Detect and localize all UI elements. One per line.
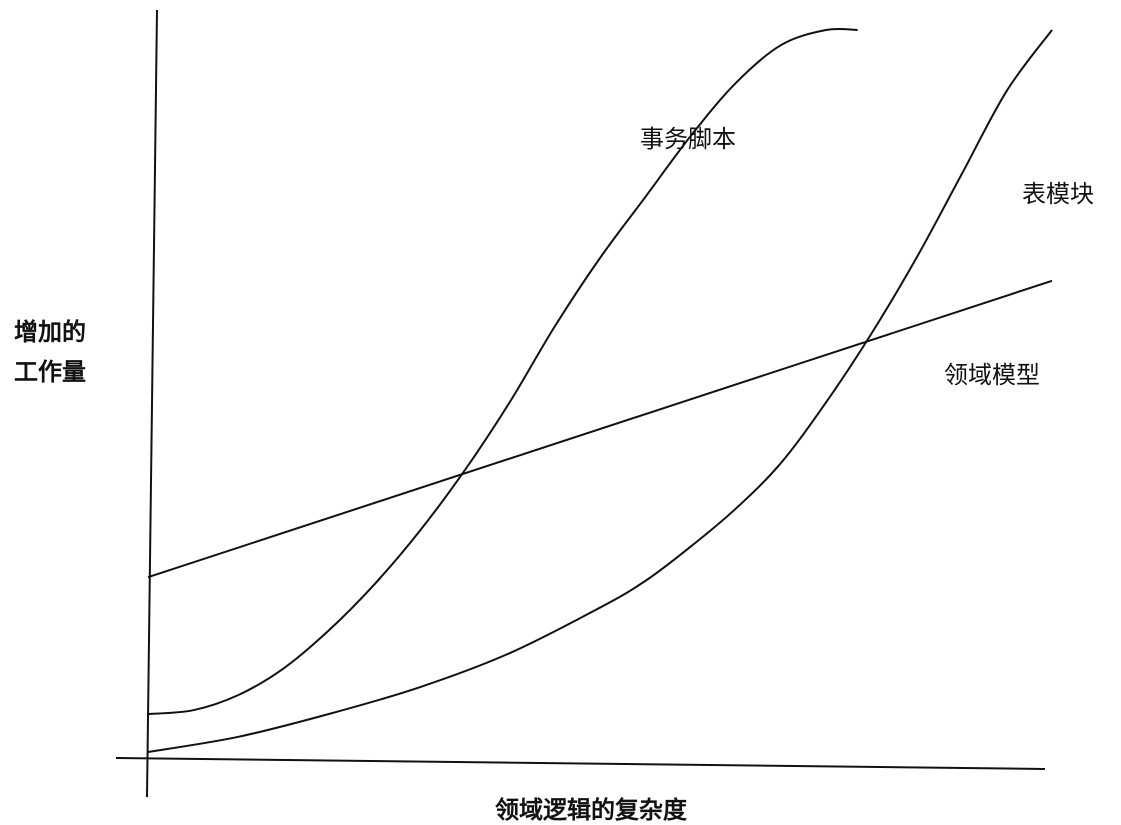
y-axis-label-line-2: 工作量 bbox=[14, 352, 134, 392]
x-axis-label: 领域逻辑的复杂度 bbox=[495, 790, 775, 825]
x-axis bbox=[116, 758, 1045, 769]
series-label-3: 领域模型 bbox=[944, 361, 1040, 389]
series-label-2: 表模块 bbox=[1022, 180, 1094, 208]
y-axis-label-line-1: 增加的 bbox=[14, 312, 134, 352]
y-axis bbox=[147, 10, 157, 797]
series-layer bbox=[148, 29, 1052, 752]
series-label-1: 事务脚本 bbox=[640, 125, 736, 153]
series-line-2 bbox=[148, 30, 1052, 752]
series-line-3 bbox=[148, 281, 1052, 577]
y-axis-label: 增加的 工作量 bbox=[14, 312, 134, 392]
series-line-1 bbox=[148, 29, 858, 714]
